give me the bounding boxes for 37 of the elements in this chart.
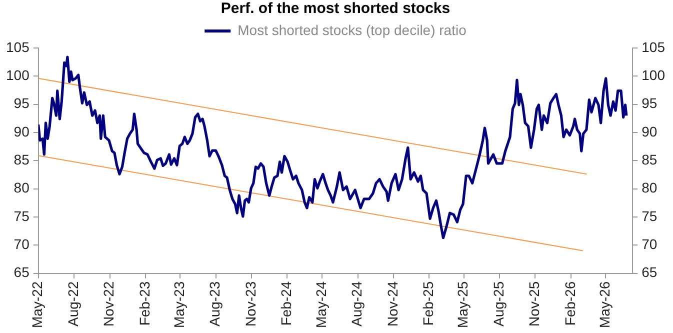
y-tick-label: 85 (14, 152, 30, 168)
x-tick-label: Nov-23 (242, 281, 258, 326)
x-tick-label: Nov-25 (526, 281, 542, 326)
x-tick-label: Feb-25 (420, 281, 436, 326)
x-tick-label: Aug-23 (206, 281, 223, 326)
y2-tick-label: 70 (642, 236, 658, 252)
x-tick-label: Feb-23 (136, 281, 152, 326)
x-tick-label: Nov-24 (384, 281, 400, 326)
y2-tick-label: 100 (642, 67, 666, 84)
y-tick-label: 100 (6, 67, 30, 84)
x-tick-label: Aug-24 (348, 281, 365, 326)
x-tick-label: May-22 (29, 281, 46, 328)
y-tick-label: 75 (14, 208, 30, 224)
x-tick-label: May-23 (170, 281, 187, 328)
x-tick-label: May-25 (454, 281, 471, 328)
legend-label: Most shorted stocks (top decile) ratio (238, 22, 467, 38)
x-tick-label: Nov-22 (100, 281, 117, 326)
y2-tick-label: 105 (642, 38, 666, 55)
x-tick-label: May-26 (596, 281, 612, 328)
chart-title: Perf. of the most shorted stocks (220, 0, 450, 18)
y-tick-label: 95 (14, 95, 30, 112)
x-tick-label: May-24 (312, 281, 329, 328)
y2-tick-label: 80 (642, 180, 658, 196)
y2-tick-label: 65 (642, 264, 658, 280)
y-tick-label: 90 (14, 123, 30, 140)
y2-tick-label: 95 (642, 95, 658, 112)
x-tick-label: Aug-22 (64, 281, 81, 326)
y-tick-label: 105 (6, 38, 30, 55)
x-tick-label: Aug-25 (490, 281, 506, 326)
y2-tick-label: 90 (642, 123, 658, 140)
x-tick-label: Feb-24 (278, 281, 294, 326)
y2-tick-label: 75 (642, 208, 658, 224)
x-tick-label: Feb-26 (562, 281, 578, 326)
y-tick-label: 80 (14, 180, 30, 196)
y-tick-label: 70 (14, 236, 30, 252)
y-tick-label: 65 (14, 264, 30, 280)
y2-tick-label: 85 (642, 152, 658, 168)
